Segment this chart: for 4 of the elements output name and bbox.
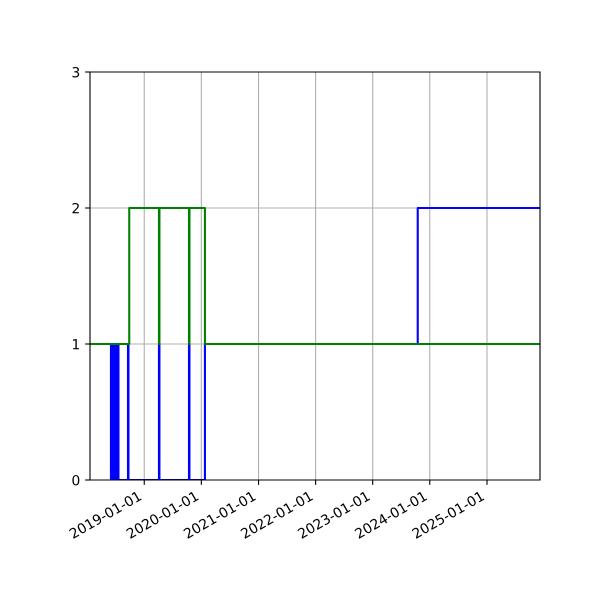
y-tick-label: 3 [72,66,80,78]
y-tick-label: 2 [72,202,79,214]
y-tick-label: 1 [72,339,79,350]
y-tick-label: 0 [72,474,80,486]
